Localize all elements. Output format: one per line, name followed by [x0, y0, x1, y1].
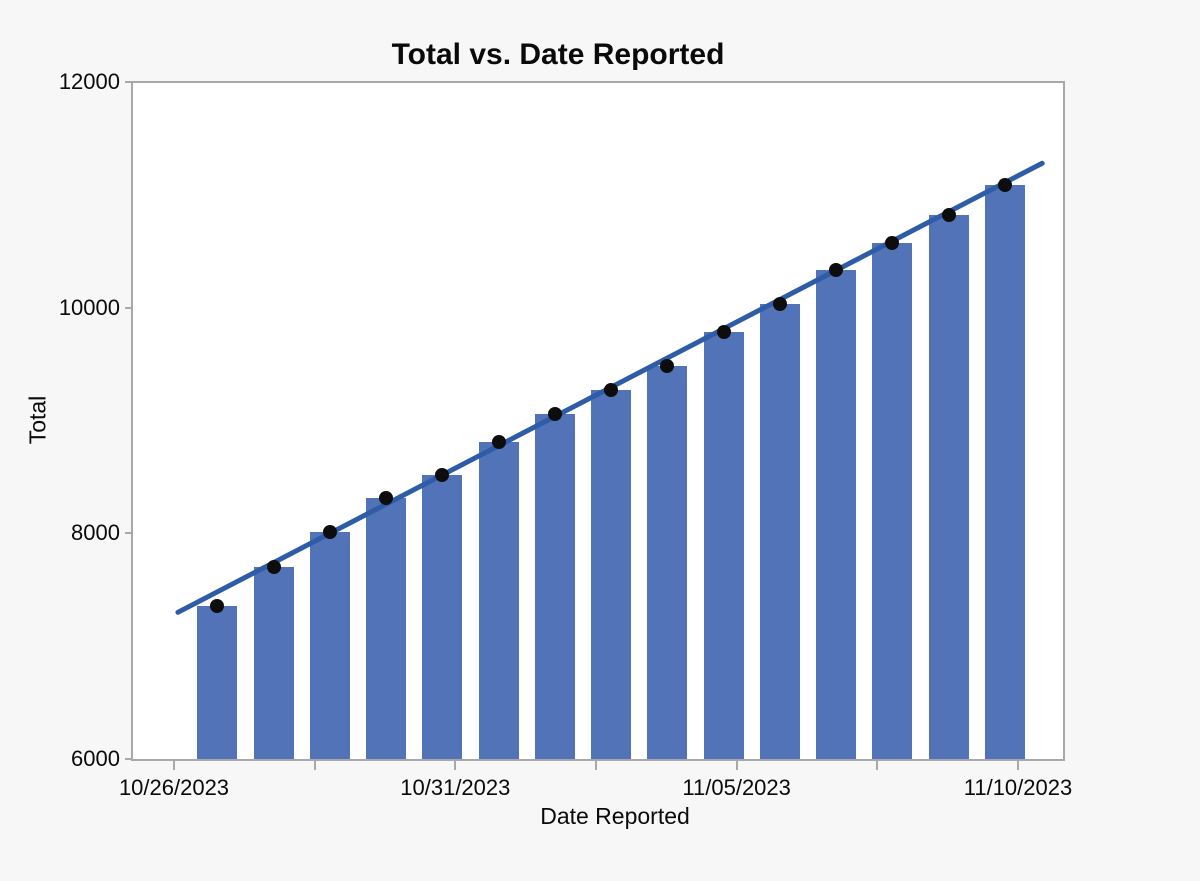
bar	[816, 270, 857, 759]
bar	[422, 474, 463, 759]
data-point	[210, 598, 225, 613]
bar	[591, 390, 632, 759]
y-tick-label: 6000	[71, 746, 120, 771]
bar	[197, 605, 238, 759]
y-axis-tick	[125, 532, 133, 535]
data-point	[379, 491, 394, 506]
bar	[759, 304, 800, 759]
x-axis-tick	[1017, 761, 1019, 770]
y-axis-tick	[125, 758, 133, 760]
bar	[703, 332, 744, 759]
y-tick-label: 10000	[58, 294, 120, 320]
y-tick-label: 12000	[58, 69, 120, 94]
x-axis-title: Date Reported	[540, 803, 690, 829]
data-point	[660, 359, 675, 374]
data-point	[716, 325, 731, 340]
data-point	[491, 434, 506, 449]
data-point	[322, 525, 337, 540]
data-point	[604, 383, 619, 398]
bar	[366, 498, 407, 759]
x-axis-minor-tick	[876, 761, 879, 770]
bar	[253, 567, 294, 759]
data-point	[885, 236, 900, 251]
chart-title: Total vs. Date Reported	[391, 38, 725, 71]
y-axis-tick	[125, 306, 133, 309]
x-tick-label: 10/31/2023	[400, 775, 511, 800]
x-tick-label: 11/10/2023	[963, 775, 1073, 800]
data-point	[998, 177, 1012, 192]
data-point	[772, 297, 787, 312]
bar	[478, 441, 519, 759]
y-axis-title: Total	[24, 395, 51, 445]
bar	[534, 413, 575, 759]
x-axis-tick	[735, 761, 738, 770]
x-axis-tick	[454, 761, 457, 770]
data-point	[829, 263, 844, 278]
bar	[309, 532, 350, 759]
x-tick-label: 11/05/2023	[682, 775, 791, 800]
y-axis-tick	[125, 81, 133, 83]
data-point	[435, 467, 450, 482]
bar	[985, 184, 1025, 759]
x-axis-minor-tick	[595, 761, 597, 770]
y-tick-label: 8000	[71, 520, 120, 546]
bar	[928, 215, 969, 759]
bar	[647, 366, 688, 759]
data-point	[547, 406, 562, 421]
x-axis-tick	[173, 761, 175, 770]
bar	[872, 243, 913, 759]
x-axis-minor-tick	[313, 761, 316, 770]
x-tick-label: 10/26/2023	[118, 775, 230, 800]
data-point	[266, 560, 281, 575]
data-point	[941, 208, 956, 223]
